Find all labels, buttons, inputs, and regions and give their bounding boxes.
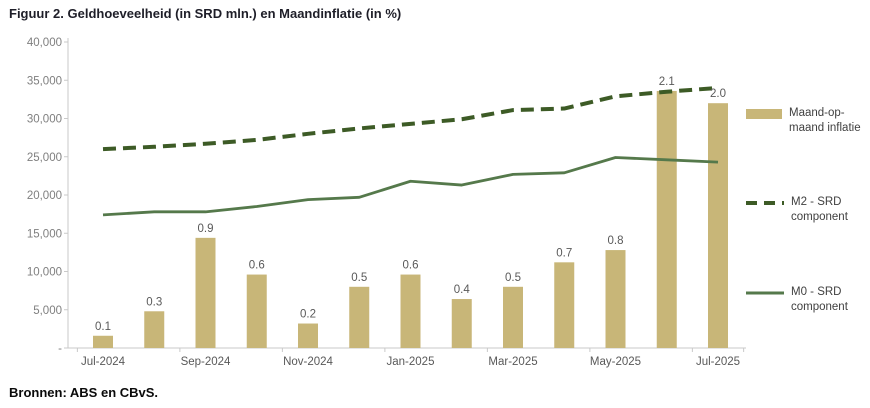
bar-data-label: 2.1 bbox=[659, 76, 675, 88]
y-axis-tick-label: 5,000 bbox=[33, 305, 62, 317]
y-axis-tick-label: 25,000 bbox=[27, 152, 62, 164]
y-axis-tick-label: - bbox=[58, 343, 62, 355]
legend-item-m2-srd-component: M2 - SRD component bbox=[746, 195, 870, 225]
bar-Dec-2024 bbox=[349, 286, 370, 348]
bar-Aug-2024 bbox=[144, 311, 165, 348]
x-axis-tick-label: Jul-2024 bbox=[81, 356, 126, 368]
x-axis-tick-label: Nov-2024 bbox=[283, 356, 333, 368]
y-axis-tick-label: 30,000 bbox=[27, 114, 62, 126]
bar-data-label: 0.8 bbox=[608, 235, 624, 247]
chart-title: Figuur 2. Geldhoeveelheid (in SRD mln.) … bbox=[9, 6, 402, 21]
m0-line-series bbox=[102, 156, 719, 217]
y-axis-tick-label: 40,000 bbox=[27, 37, 62, 49]
bar-data-label: 0.6 bbox=[249, 260, 265, 272]
bar-Jun-2025 bbox=[656, 90, 677, 349]
bar-data-label: 0.4 bbox=[454, 284, 471, 296]
y-axis-tick-label: 15,000 bbox=[27, 228, 62, 240]
y-axis-tick-label: 10,000 bbox=[27, 267, 62, 279]
bar-data-label: 0.9 bbox=[198, 223, 214, 235]
y-axis-tick-label: 20,000 bbox=[27, 190, 62, 202]
dashed-line-swatch-icon bbox=[746, 201, 784, 205]
bar-Oct-2024 bbox=[246, 274, 267, 348]
legend-item-m0-srd-component: M0 - SRD component bbox=[746, 285, 870, 315]
bar-data-label: 0.2 bbox=[300, 309, 316, 321]
legend-label: M2 - SRD component bbox=[791, 196, 848, 224]
bar-Sep-2024 bbox=[195, 237, 216, 348]
legend-label: M0 - SRD component bbox=[791, 286, 848, 314]
bar-data-label: 2.0 bbox=[710, 88, 726, 100]
legend-label: Maand-op-maand inflatie bbox=[789, 107, 861, 135]
bar-swatch-icon bbox=[746, 109, 782, 119]
bar-data-label: 0.5 bbox=[351, 272, 367, 284]
bar-Apr-2025 bbox=[554, 262, 575, 348]
bar-Feb-2025 bbox=[451, 299, 472, 348]
x-axis-tick-label: Mar-2025 bbox=[488, 356, 537, 368]
bar-May-2025 bbox=[605, 250, 626, 348]
legend-item-maand-op-maand-inflatie: Maand-op-maand inflatie bbox=[746, 106, 869, 136]
bar-data-label: 0.3 bbox=[146, 296, 162, 308]
x-axis-tick-label: May-2025 bbox=[590, 356, 641, 368]
y-axis-tick-label: 35,000 bbox=[27, 75, 62, 87]
x-axis-tick-label: Jul-2025 bbox=[696, 356, 740, 368]
combo-chart: - 5,000 10,000 15,000 20,000 25,000 30,000 35,0… bbox=[27, 37, 746, 368]
m2-line-series bbox=[102, 85, 719, 152]
bar-data-label: 0.1 bbox=[95, 321, 111, 333]
bar-Jul-2025 bbox=[708, 103, 728, 348]
bar-Nov-2024 bbox=[298, 323, 318, 348]
bar-Mar-2025 bbox=[503, 286, 523, 348]
source-note: Bronnen: ABS en CBvS. bbox=[9, 385, 159, 400]
x-axis-tick-label: Jan-2025 bbox=[387, 356, 435, 368]
bar-Jul-2024 bbox=[93, 335, 113, 348]
bar-Jan-2025 bbox=[400, 274, 421, 348]
bar-data-label: 0.5 bbox=[505, 272, 521, 284]
bar-data-label: 0.7 bbox=[556, 247, 572, 259]
x-axis-tick-label: Sep-2024 bbox=[181, 356, 231, 368]
bar-data-label: 0.6 bbox=[403, 260, 419, 272]
solid-line-swatch-icon bbox=[746, 291, 784, 295]
